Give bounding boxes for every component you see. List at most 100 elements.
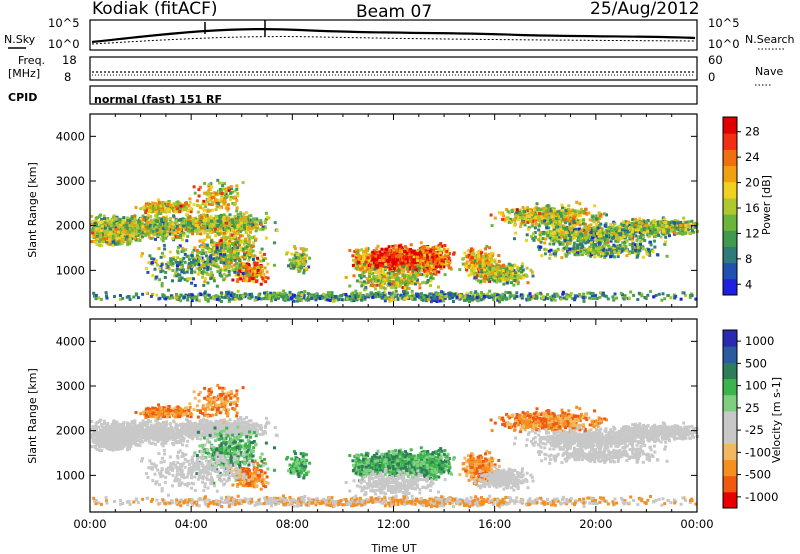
power-point: [387, 256, 391, 259]
power-point: [593, 204, 597, 208]
power-point: [160, 229, 164, 233]
power-point: [408, 248, 412, 251]
power-point: [481, 273, 485, 277]
power-point: [358, 264, 362, 268]
power-point: [505, 281, 509, 285]
power-point: [433, 250, 437, 254]
power-point: [178, 201, 182, 205]
power-point: [468, 264, 472, 268]
power-point: [355, 252, 359, 256]
power-point: [472, 271, 476, 275]
power-point: [239, 246, 243, 250]
power-point: [114, 217, 118, 221]
power-point: [518, 208, 522, 212]
power-point: [117, 230, 121, 234]
power-point: [409, 272, 413, 276]
power-point: [230, 218, 234, 222]
power-point: [374, 275, 378, 279]
power-point: [367, 275, 371, 279]
power-point: [99, 238, 102, 242]
power-point: [370, 268, 374, 272]
power-point: [401, 274, 405, 277]
power-point: [599, 212, 603, 216]
power-point: [189, 219, 193, 222]
power-point: [389, 263, 393, 267]
power-point: [171, 206, 174, 210]
power-point: [259, 259, 263, 263]
power-point: [121, 236, 125, 240]
power-point: [179, 207, 182, 211]
power-point: [121, 239, 125, 243]
power-point: [238, 244, 241, 248]
power-point: [235, 264, 239, 268]
power-point: [479, 280, 483, 284]
power-point: [130, 232, 134, 236]
power-point: [516, 282, 520, 286]
power-point: [98, 228, 101, 232]
power-point: [248, 277, 252, 281]
power-point: [487, 264, 491, 267]
power-point: [443, 249, 447, 253]
power-point: [466, 249, 470, 253]
power-point: [422, 280, 426, 284]
power-point: [264, 217, 268, 221]
power-point: [545, 217, 549, 220]
power-point: [93, 222, 97, 226]
power-point: [383, 266, 387, 270]
power-point: [390, 264, 394, 267]
power-point: [439, 249, 443, 253]
power-point: [127, 229, 131, 233]
power-point: [398, 253, 402, 257]
power-point: [420, 255, 424, 259]
power-point: [235, 198, 239, 202]
power-point: [259, 218, 263, 222]
power-point: [186, 234, 190, 238]
power-point: [261, 225, 265, 229]
power-point: [186, 229, 190, 233]
power-point: [381, 253, 385, 257]
power-point: [380, 264, 384, 268]
power-point: [426, 246, 429, 249]
power-point: [216, 201, 220, 205]
power-point: [115, 237, 119, 241]
power-point: [155, 228, 159, 232]
power-point: [214, 215, 218, 219]
power-point: [168, 230, 171, 234]
power-point: [526, 281, 530, 285]
power-point: [481, 265, 485, 268]
power-point: [443, 256, 447, 259]
power-point: [374, 250, 378, 254]
power-point: [109, 232, 113, 236]
power-point: [423, 273, 427, 277]
power-point: [403, 274, 407, 278]
power-point: [429, 279, 433, 283]
power-point: [254, 223, 258, 227]
power-point: [407, 263, 411, 267]
power-point: [90, 240, 94, 244]
power-point: [211, 230, 215, 234]
power-point: [264, 220, 267, 224]
power-point: [107, 237, 111, 241]
power-point: [202, 219, 206, 223]
power-point: [198, 185, 202, 189]
power-point: [266, 276, 270, 280]
power-point: [200, 226, 204, 230]
power-point: [483, 276, 487, 280]
power-point: [235, 241, 239, 245]
power-point: [433, 262, 437, 266]
power-point: [157, 200, 161, 204]
power-point: [227, 188, 231, 192]
power-point: [549, 220, 553, 224]
power-point: [241, 249, 245, 253]
power-point: [114, 233, 118, 237]
power-point: [176, 234, 180, 238]
power-point: [141, 205, 145, 209]
power-point: [199, 222, 203, 226]
power-point: [291, 263, 295, 267]
power-point: [498, 277, 502, 281]
power-point: [252, 217, 255, 221]
power-point: [497, 259, 501, 263]
power-point: [513, 217, 517, 221]
power-point: [209, 193, 213, 197]
power-point: [100, 220, 104, 224]
